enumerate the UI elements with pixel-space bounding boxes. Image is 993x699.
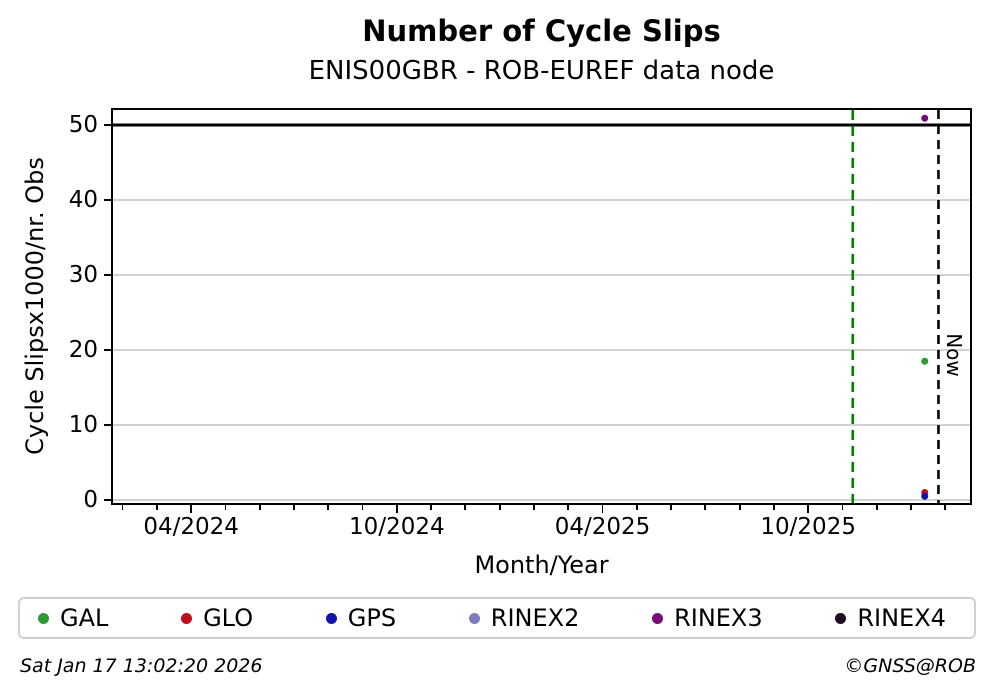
copyright: ©GNSS@ROB [844,655,976,677]
y-axis-label: Cycle Slipsx1000/nr. Obs [21,157,49,455]
legend-swatch-RINEX4 [835,612,847,624]
x-minor-tick [875,505,878,510]
x-tick-label-04/2025: 04/2025 [554,514,651,540]
x-tick-label-10/2024: 10/2024 [349,514,445,540]
chart-title: Number of Cycle Slips [362,14,721,48]
y-tick [104,199,112,201]
x-minor-tick [464,505,467,510]
x-minor-tick [327,505,330,510]
plot-area: Now [111,108,972,505]
x-minor-tick [704,505,707,510]
y-tick [104,124,112,126]
legend-swatch-GLO [181,612,193,624]
legend: GAL GLO GPS RINEX2 RINEX3 RINEX4 [18,597,976,639]
x-axis-label: Month/Year [474,551,609,579]
legend-swatch-GAL [38,612,49,624]
y-tick-label-40: 40 [68,187,98,213]
legend-item-GAL: GAL [38,604,108,632]
x-minor-tick [155,505,158,510]
chart-subtitle: ENIS00GBR - ROB-EUREF data node [308,56,775,86]
x-minor-tick [841,505,844,510]
x-minor-tick [224,505,227,510]
legend-item-GLO: GLO [181,604,253,632]
y-tick-label-50: 50 [68,112,98,138]
legend-item-RINEX3: RINEX3 [652,604,763,632]
x-minor-tick [670,505,672,510]
y-tick-label-0: 0 [83,487,98,513]
legend-item-RINEX4: RINEX4 [835,604,946,632]
x-major-tick [807,505,810,513]
y-tick [104,274,112,276]
legend-label-RINEX2: RINEX2 [490,604,580,632]
y-tick-label-10: 10 [68,412,98,438]
x-minor-tick [258,505,261,510]
x-minor-tick [293,505,295,510]
data-point-GPS [921,492,929,500]
legend-label-GLO: GLO [203,604,254,632]
x-minor-tick [738,505,741,510]
legend-item-RINEX2: RINEX2 [468,604,580,632]
x-tick-label-10/2025: 10/2025 [760,514,856,540]
x-major-tick [395,505,398,513]
now-annotation: Now [942,333,966,377]
x-tick-label-04/2024: 04/2024 [143,514,239,540]
legend-swatch-RINEX2 [468,612,480,624]
plot-canvas [113,110,970,503]
y-tick-label-30: 30 [68,262,98,288]
x-minor-tick [773,505,775,510]
legend-swatch-GPS [325,612,337,624]
y-tick [104,349,112,351]
x-minor-tick [121,505,124,510]
y-tick [104,499,112,501]
legend-label-RINEX3: RINEX3 [674,604,763,632]
y-tick-label-20: 20 [68,337,98,363]
x-major-tick [601,505,604,513]
data-point-RINEX3 [921,114,929,122]
legend-label-GPS: GPS [347,604,397,632]
x-minor-tick [567,505,570,510]
legend-swatch-RINEX3 [652,612,664,624]
timestamp: Sat Jan 17 13:02:20 2026 [20,655,263,677]
x-minor-tick [533,505,535,510]
y-tick [104,424,112,426]
x-minor-tick [430,505,432,510]
legend-label-RINEX4: RINEX4 [857,604,946,632]
legend-label-GAL: GAL [60,604,109,632]
x-minor-tick [361,505,364,510]
x-minor-tick [944,505,947,510]
data-point-GAL [921,357,929,365]
x-minor-tick [498,505,501,510]
x-major-tick [190,505,193,513]
x-minor-tick [910,505,912,510]
legend-item-GPS: GPS [325,604,397,632]
x-minor-tick [635,505,638,510]
